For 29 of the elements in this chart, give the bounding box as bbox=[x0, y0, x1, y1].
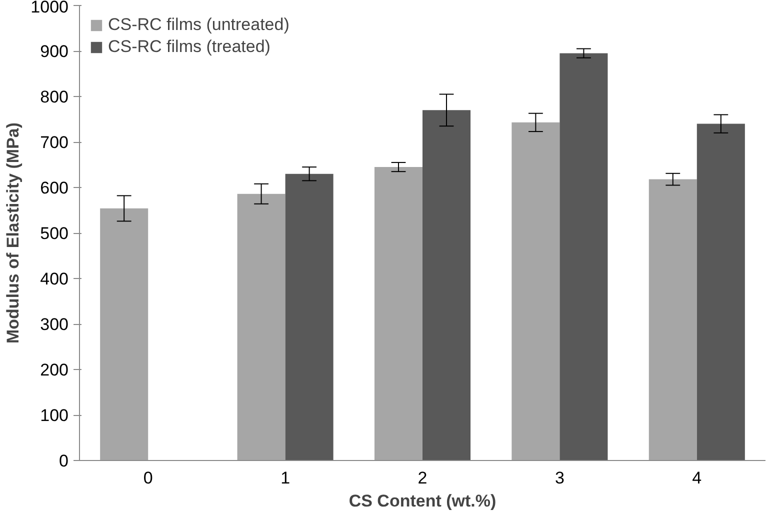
legend-label: CS-RC films (untreated) bbox=[108, 15, 290, 35]
bar bbox=[560, 53, 608, 460]
y-tick-label: 300 bbox=[40, 315, 69, 334]
bar bbox=[374, 167, 422, 460]
y-tick-label: 800 bbox=[40, 88, 69, 106]
y-tick-label: 100 bbox=[40, 406, 69, 425]
x-tick-label: 0 bbox=[143, 468, 153, 488]
y-axis-title: Modulus of Elasticity (MPa) bbox=[4, 122, 23, 344]
bar bbox=[285, 174, 334, 460]
x-tick-label: 4 bbox=[692, 468, 702, 488]
x-tick-label: 3 bbox=[554, 468, 564, 488]
bar bbox=[512, 122, 560, 460]
y-tick-label: 700 bbox=[40, 133, 69, 152]
legend-label: CS-RC films (treated) bbox=[108, 37, 270, 57]
y-tick-label: 1000 bbox=[30, 0, 69, 16]
y-tick-label: 600 bbox=[40, 178, 69, 198]
bar bbox=[237, 194, 286, 460]
y-tick-label: 400 bbox=[40, 270, 69, 288]
y-tick-label: 0 bbox=[59, 452, 69, 470]
x-tick-label: 2 bbox=[418, 468, 428, 488]
bar bbox=[100, 208, 148, 460]
y-tick-label: 900 bbox=[40, 42, 69, 61]
y-tick-label: 500 bbox=[40, 224, 69, 243]
bar bbox=[648, 179, 697, 460]
x-tick-label: 1 bbox=[280, 468, 290, 488]
bar bbox=[422, 110, 471, 460]
y-tick-label: 200 bbox=[40, 360, 69, 380]
x-axis-title: CS Content (wt.%) bbox=[348, 492, 496, 510]
bar bbox=[696, 124, 745, 460]
